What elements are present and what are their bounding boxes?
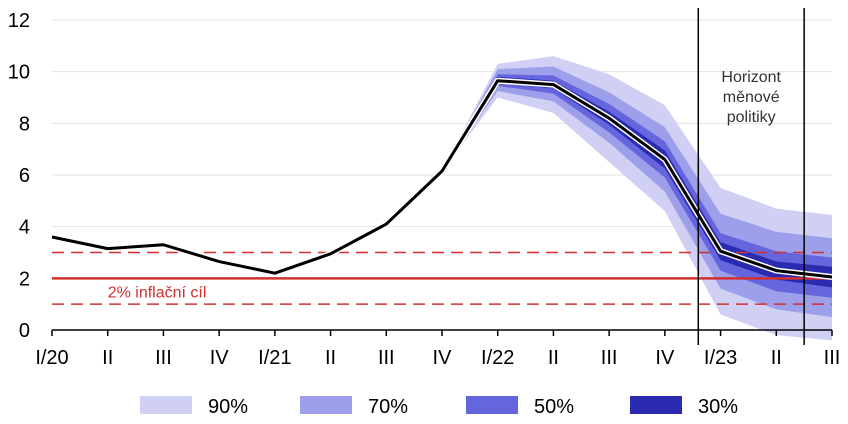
horizon-label: politiky [727,109,776,126]
inflation-target: 2% inflační cíl [52,251,832,305]
legend-swatch [300,396,352,414]
x-tick-label: II [548,347,559,369]
legend-swatch [630,396,682,414]
y-tick-label: 10 [8,62,30,84]
legend-label: 70% [368,396,408,418]
legend: 90% 70% 50% 30% [140,396,738,418]
x-tick-label: II [771,347,782,369]
legend-swatch [140,396,192,414]
x-tick-label: I/23 [704,347,737,369]
x-tick-label: III [378,347,395,369]
legend-label: 30% [698,396,738,418]
legend-item: 30% [630,396,738,418]
horizon-label: Horizont [721,69,781,86]
legend-item: 50% [466,396,574,418]
legend-item: 90% [140,396,248,418]
y-tick-label: 8 [19,113,30,135]
x-tick-label: IV [655,347,675,369]
x-tick-label: IV [210,347,230,369]
y-tick-label: 6 [19,165,30,187]
legend-label: 50% [534,396,574,418]
x-tick-label: I/22 [481,347,514,369]
series-line [51,79,833,279]
x-tick-label: I/21 [258,347,291,369]
y-tick-label: 12 [8,10,30,32]
x-tick-label: IV [433,347,453,369]
y-tick-label: 4 [19,217,30,239]
legend-label: 90% [208,396,248,418]
y-tick-label: 2 [19,268,30,290]
forecast-line [51,77,833,281]
legend-item: 70% [300,396,408,418]
y-tick-label: 0 [19,320,30,342]
x-tick-label: III [824,347,841,369]
x-tick-label: III [601,347,618,369]
x-tick-label: II [325,347,336,369]
policy-horizon: Horizont měnové politiky [697,8,805,345]
x-tick-label: I/20 [35,347,68,369]
horizon-label: měnové [723,89,780,106]
legend-swatch [466,396,518,414]
x-tick-label: II [102,347,113,369]
target-label: 2% inflační cíl [108,284,207,301]
fan-band [442,76,832,288]
fan-band [442,74,832,298]
x-tick-label: III [155,347,172,369]
